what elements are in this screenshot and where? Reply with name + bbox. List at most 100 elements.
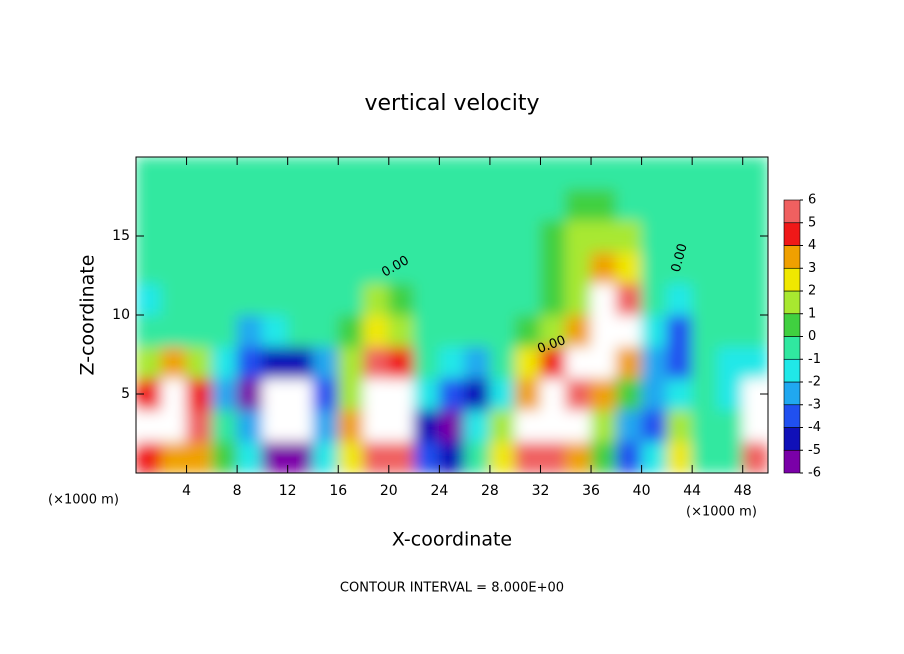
- cell: [691, 157, 718, 190]
- cell: [489, 409, 516, 442]
- cell: [716, 282, 744, 316]
- cell: [337, 314, 365, 348]
- cell: [388, 377, 415, 411]
- cell: [641, 409, 668, 442]
- cell: [565, 157, 592, 190]
- cell: [287, 409, 314, 442]
- y-tick-label: 5: [121, 386, 130, 402]
- cell: [186, 219, 213, 253]
- cell: [641, 377, 668, 411]
- cell: [160, 219, 188, 253]
- cell: [742, 282, 768, 316]
- x-tick-label: 40: [633, 483, 651, 499]
- colorbar-swatch: [783, 404, 801, 428]
- colorbar-label: 2: [808, 284, 816, 299]
- cell: [464, 219, 491, 253]
- cell: [742, 346, 768, 379]
- cell: [539, 377, 567, 411]
- cell: [186, 409, 213, 442]
- cell: [287, 188, 314, 221]
- cell: [615, 440, 643, 473]
- cell: [489, 188, 516, 221]
- cell: [539, 346, 567, 379]
- cell: [590, 219, 617, 253]
- cell: [413, 282, 440, 316]
- cell: [413, 440, 440, 473]
- cell: [261, 219, 289, 253]
- colorbar-label: 4: [808, 238, 816, 253]
- cell: [363, 219, 390, 253]
- cell: [464, 346, 491, 379]
- cell: [186, 157, 213, 190]
- cell: [666, 282, 693, 316]
- field: [136, 157, 768, 473]
- cell: [615, 188, 643, 221]
- cell: [691, 346, 718, 379]
- cell: [236, 440, 263, 473]
- cell: [615, 409, 643, 442]
- cell: [590, 440, 617, 473]
- cell: [287, 377, 314, 411]
- colorbar-swatch: [783, 381, 801, 406]
- cell: [438, 157, 466, 190]
- cell: [136, 409, 162, 442]
- cell: [691, 188, 718, 221]
- cell: [565, 377, 592, 411]
- colorbar-swatch: [783, 245, 801, 269]
- cell: [186, 251, 213, 284]
- cell: [236, 251, 263, 284]
- cell: [641, 314, 668, 348]
- cell: [691, 377, 718, 411]
- cell: [136, 157, 162, 190]
- cell: [337, 346, 365, 379]
- cell: [641, 282, 668, 316]
- cell: [363, 251, 390, 284]
- cell: [716, 251, 744, 284]
- cell: [691, 409, 718, 442]
- cell: [514, 409, 541, 442]
- cell: [363, 409, 390, 442]
- cell: [363, 157, 390, 190]
- cell: [565, 219, 592, 253]
- colorbar-label: -3: [808, 397, 821, 412]
- cell: [464, 251, 491, 284]
- colorbar-swatch: [783, 267, 801, 292]
- cell: [160, 157, 188, 190]
- cell: [742, 314, 768, 348]
- cell: [716, 409, 744, 442]
- cell: [388, 409, 415, 442]
- cell: [464, 440, 491, 473]
- cell: [438, 251, 466, 284]
- cell: [312, 188, 339, 221]
- cell: [464, 409, 491, 442]
- cell: [312, 282, 339, 316]
- cell: [388, 188, 415, 221]
- cell: [287, 314, 314, 348]
- cell: [287, 440, 314, 473]
- cell: [287, 219, 314, 253]
- cell: [641, 157, 668, 190]
- cell: [666, 377, 693, 411]
- cell: [666, 219, 693, 253]
- cell: [615, 346, 643, 379]
- cell: [160, 440, 188, 473]
- cell: [413, 346, 440, 379]
- cell: [136, 188, 162, 221]
- colorbar-swatch: [783, 222, 801, 246]
- cell: [514, 346, 541, 379]
- cell: [666, 409, 693, 442]
- cell: [337, 251, 365, 284]
- colorbar-label: -6: [808, 466, 821, 481]
- x-axis-label: X-coordinate: [392, 529, 512, 551]
- colorbar-label: 0: [808, 329, 816, 344]
- cell: [160, 188, 188, 221]
- cell: [312, 219, 339, 253]
- cell: [211, 282, 238, 316]
- x-tick-label: 44: [683, 483, 701, 499]
- x-tick-label: 20: [380, 483, 398, 499]
- cell: [489, 219, 516, 253]
- contour-label: 0.00: [669, 242, 691, 274]
- cell: [337, 157, 365, 190]
- cell: [438, 346, 466, 379]
